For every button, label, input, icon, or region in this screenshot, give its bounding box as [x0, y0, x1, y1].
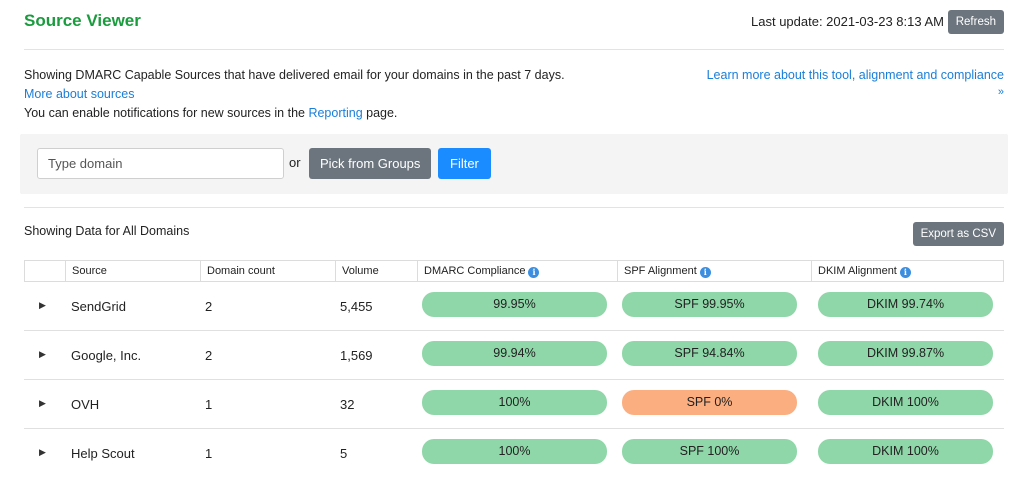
table-row[interactable]: ▶ SendGrid 2 5,455 99.95% SPF 99.95% DKI…: [24, 282, 1004, 331]
column-header-source[interactable]: Source: [65, 261, 200, 281]
table-row[interactable]: ▶ Help Scout 1 5 100% SPF 100% DKIM 100%: [24, 429, 1004, 478]
source-name: Google, Inc.: [71, 348, 142, 363]
filter-bar: or Pick from Groups Filter: [20, 134, 1008, 194]
double-chevron-down-icon[interactable]: »: [997, 86, 1004, 98]
data-heading: Showing Data for All Domains: [24, 224, 190, 238]
column-header-expand: [25, 261, 65, 281]
more-about-sources-link[interactable]: More about sources: [24, 87, 135, 101]
notify-suffix: page.: [362, 106, 398, 120]
source-name: Help Scout: [71, 446, 135, 461]
column-header-dkim-label: DKIM Alignment: [818, 265, 897, 277]
source-name: SendGrid: [71, 299, 126, 314]
domain-count: 2: [205, 299, 213, 314]
source-name: OVH: [71, 397, 100, 412]
domain-count: 1: [205, 397, 213, 412]
volume: 1,569: [340, 348, 373, 363]
dmarc-compliance-pill: 99.94%: [422, 341, 607, 366]
last-update-text: Last update: 2021-03-23 8:13 AM: [751, 14, 944, 29]
domain-count: 1: [205, 446, 213, 461]
volume: 32: [340, 397, 355, 412]
domain-count: 2: [205, 348, 213, 363]
column-header-domain-count[interactable]: Domain count: [200, 261, 335, 281]
dkim-alignment-pill: DKIM 99.74%: [818, 292, 993, 317]
notify-prefix: You can enable notifications for new sou…: [24, 106, 309, 120]
column-header-spf[interactable]: SPF Alignment i: [617, 261, 811, 281]
info-icon[interactable]: i: [528, 267, 540, 278]
dkim-alignment-pill: DKIM 99.87%: [818, 341, 993, 366]
filter-button[interactable]: Filter: [438, 148, 491, 179]
reporting-link[interactable]: Reporting: [308, 106, 363, 120]
table-header: Source Domain count Volume DMARC Complia…: [24, 260, 1004, 282]
dkim-alignment-pill: DKIM 100%: [818, 390, 993, 415]
table-row[interactable]: ▶ OVH 1 32 100% SPF 0% DKIM 100%: [24, 380, 1004, 429]
info-icon[interactable]: i: [699, 267, 711, 278]
volume: 5: [340, 446, 348, 461]
dmarc-compliance-pill: 100%: [422, 439, 607, 464]
dkim-alignment-pill: DKIM 100%: [818, 439, 993, 464]
pick-from-groups-button[interactable]: Pick from Groups: [309, 148, 432, 179]
export-csv-button[interactable]: Export as CSV: [912, 222, 1004, 246]
section-divider: [24, 207, 1004, 208]
column-header-dkim[interactable]: DKIM Alignment i: [811, 261, 1003, 281]
column-header-dmarc-label: DMARC Compliance: [424, 265, 526, 277]
page-header: Source Viewer Last update: 2021-03-23 8:…: [24, 0, 1004, 50]
info-section: Showing DMARC Capable Sources that have …: [24, 66, 1004, 123]
spf-alignment-pill: SPF 0%: [622, 390, 797, 415]
spf-alignment-pill: SPF 100%: [622, 439, 797, 464]
spf-alignment-pill: SPF 94.84%: [622, 341, 797, 366]
dmarc-compliance-pill: 100%: [422, 390, 607, 415]
column-header-spf-label: SPF Alignment: [624, 265, 697, 277]
volume: 5,455: [340, 299, 373, 314]
or-text: or: [289, 155, 301, 170]
expand-caret-icon[interactable]: ▶: [39, 447, 46, 457]
spf-alignment-pill: SPF 99.95%: [622, 292, 797, 317]
learn-more-link[interactable]: Learn more about this tool, alignment an…: [706, 68, 1004, 82]
refresh-button[interactable]: Refresh: [947, 10, 1004, 34]
page-title: Source Viewer: [24, 11, 141, 30]
dmarc-compliance-pill: 99.95%: [422, 292, 607, 317]
expand-caret-icon[interactable]: ▶: [39, 349, 46, 359]
column-header-volume[interactable]: Volume: [335, 261, 417, 281]
table-row[interactable]: ▶ Google, Inc. 2 1,569 99.94% SPF 94.84%…: [24, 331, 1004, 380]
expand-caret-icon[interactable]: ▶: [39, 300, 46, 310]
description-text: Showing DMARC Capable Sources that have …: [24, 68, 565, 82]
column-header-dmarc[interactable]: DMARC Compliance i: [417, 261, 617, 281]
expand-caret-icon[interactable]: ▶: [39, 398, 46, 408]
info-icon[interactable]: i: [899, 267, 911, 278]
notify-text: You can enable notifications for new sou…: [24, 106, 397, 120]
sources-table: Source Domain count Volume DMARC Complia…: [24, 260, 1004, 478]
domain-search-input[interactable]: [37, 148, 284, 179]
